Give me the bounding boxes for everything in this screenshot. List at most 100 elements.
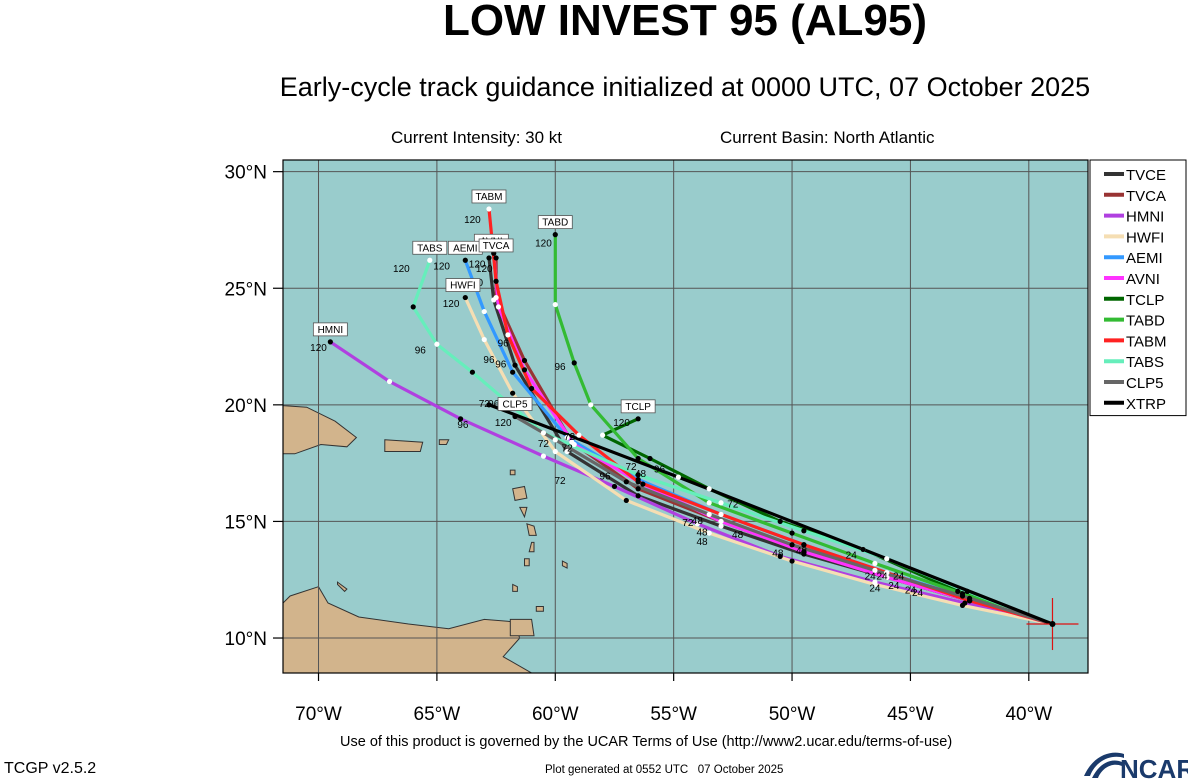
y-tick-label: 20°N [225, 396, 267, 417]
track-point [481, 336, 487, 343]
track-point [635, 486, 641, 492]
model-end-label-box [445, 278, 481, 292]
model-end-label-tabm: TABM [475, 192, 502, 203]
track-point [327, 339, 333, 345]
track-point [564, 448, 570, 455]
barbados-island [561, 560, 568, 569]
puerto-rico-island [384, 439, 424, 452]
forecast-hour-label: 72 [554, 476, 566, 487]
track-line-xtrp [487, 403, 1055, 626]
track-point [789, 558, 795, 564]
forecast-hour-label: 96 [488, 399, 500, 410]
forecast-hour-label: 120 [476, 264, 493, 275]
track-point [462, 294, 468, 301]
x-tick-label: 40°W [1005, 704, 1052, 725]
track-point [872, 560, 878, 567]
track-point [493, 278, 499, 284]
current-intensity-label: Current Intensity: 30 kt [391, 128, 563, 147]
model-end-label-box [620, 399, 656, 414]
track-point [529, 385, 535, 392]
track-point [967, 598, 973, 604]
tracks-group [328, 207, 1055, 626]
legend-label-clp5: CLP5 [1126, 375, 1164, 392]
forecast-hour-label: 24 [865, 572, 877, 583]
model-end-label-tabd: TABD [542, 218, 568, 229]
track-point [706, 500, 712, 506]
tobago-island [535, 606, 544, 612]
initial-position-marker [1026, 598, 1079, 651]
track-point [462, 257, 468, 263]
guadeloupe-island [512, 485, 528, 501]
x-tick-label: 60°W [532, 704, 579, 725]
trinidad-island [509, 618, 535, 637]
version-label: TCGP v2.5.2 [4, 760, 97, 777]
forecast-hour-label: 24 [869, 583, 881, 594]
model-end-label-box [471, 189, 507, 204]
forecast-hour-label: 72 [727, 499, 739, 510]
y-tick-label: 15°N [225, 512, 267, 533]
legend-label-aemi: AEMI [1126, 250, 1163, 267]
track-point [801, 528, 807, 534]
track-point [959, 602, 966, 608]
track-point [640, 481, 646, 487]
track-point [493, 294, 499, 301]
track-point [706, 530, 712, 536]
track-line-hmni [328, 340, 1055, 626]
track-point [675, 474, 681, 480]
model-end-label-tvca: TVCA [483, 241, 510, 252]
track-point [718, 511, 724, 518]
hispaniola-landmass [283, 405, 358, 455]
hour-labels-group: 1201201201201201201201201201201209696969… [310, 215, 923, 599]
track-point [789, 530, 795, 536]
track-point [777, 518, 783, 525]
ncar-logo-text: NCAR [1120, 754, 1188, 780]
track-point [588, 402, 594, 408]
land-group [283, 405, 568, 673]
x-tick-label: 65°W [414, 704, 461, 725]
model-end-label-box [312, 322, 348, 337]
track-point [486, 206, 492, 212]
initial-position-dot [1049, 621, 1056, 628]
model-end-label-hmni: HMNI [318, 325, 344, 336]
track-line-tabd [553, 233, 1055, 626]
legend-label-xtrp: XTRP [1126, 396, 1166, 413]
y-tick-label: 10°N [225, 629, 267, 650]
track-point [521, 357, 528, 364]
forecast-hour-label: 120 [495, 418, 512, 429]
track-point [457, 416, 464, 422]
forecast-hour-label: 120 [535, 238, 552, 249]
current-basin-label: Current Basin: North Atlantic [720, 128, 935, 147]
x-tick-label: 70°W [295, 704, 342, 725]
forecast-hour-label: 24 [912, 588, 924, 599]
track-point [860, 546, 866, 553]
grid-group [283, 160, 1088, 673]
track-point [510, 390, 516, 396]
antigua-island [509, 469, 516, 476]
track-line-clp5 [513, 414, 1055, 626]
forecast-hour-label: 96 [457, 420, 469, 431]
track-point [540, 453, 547, 459]
track-point [427, 257, 433, 263]
legend-label-tvce: TVCE [1126, 167, 1166, 184]
forecast-hour-label: 72 [538, 439, 550, 450]
forecast-hour-label: 120 [310, 343, 327, 354]
track-point [884, 574, 890, 580]
track-point [647, 455, 653, 462]
legend-label-tclp: TCLP [1126, 292, 1164, 309]
forecast-hour-label: 96 [495, 360, 507, 371]
model-end-label-box [478, 238, 514, 253]
forecast-hour-label: 96 [599, 471, 611, 482]
forecast-hour-label: 72 [479, 399, 491, 410]
forecast-hour-label: 24 [905, 586, 917, 597]
legend-label-tabm: TABM [1126, 333, 1167, 350]
track-point [635, 493, 641, 499]
forecast-hour-label: 48 [697, 527, 709, 538]
track-point [884, 556, 890, 562]
track-point [789, 542, 795, 548]
track-point [600, 432, 606, 438]
forecast-hour-label: 48 [796, 546, 808, 557]
track-point [552, 448, 558, 455]
legend-label-hwfi: HWFI [1126, 229, 1164, 246]
x-tick-label: 55°W [650, 704, 697, 725]
martinique-island [526, 523, 537, 536]
